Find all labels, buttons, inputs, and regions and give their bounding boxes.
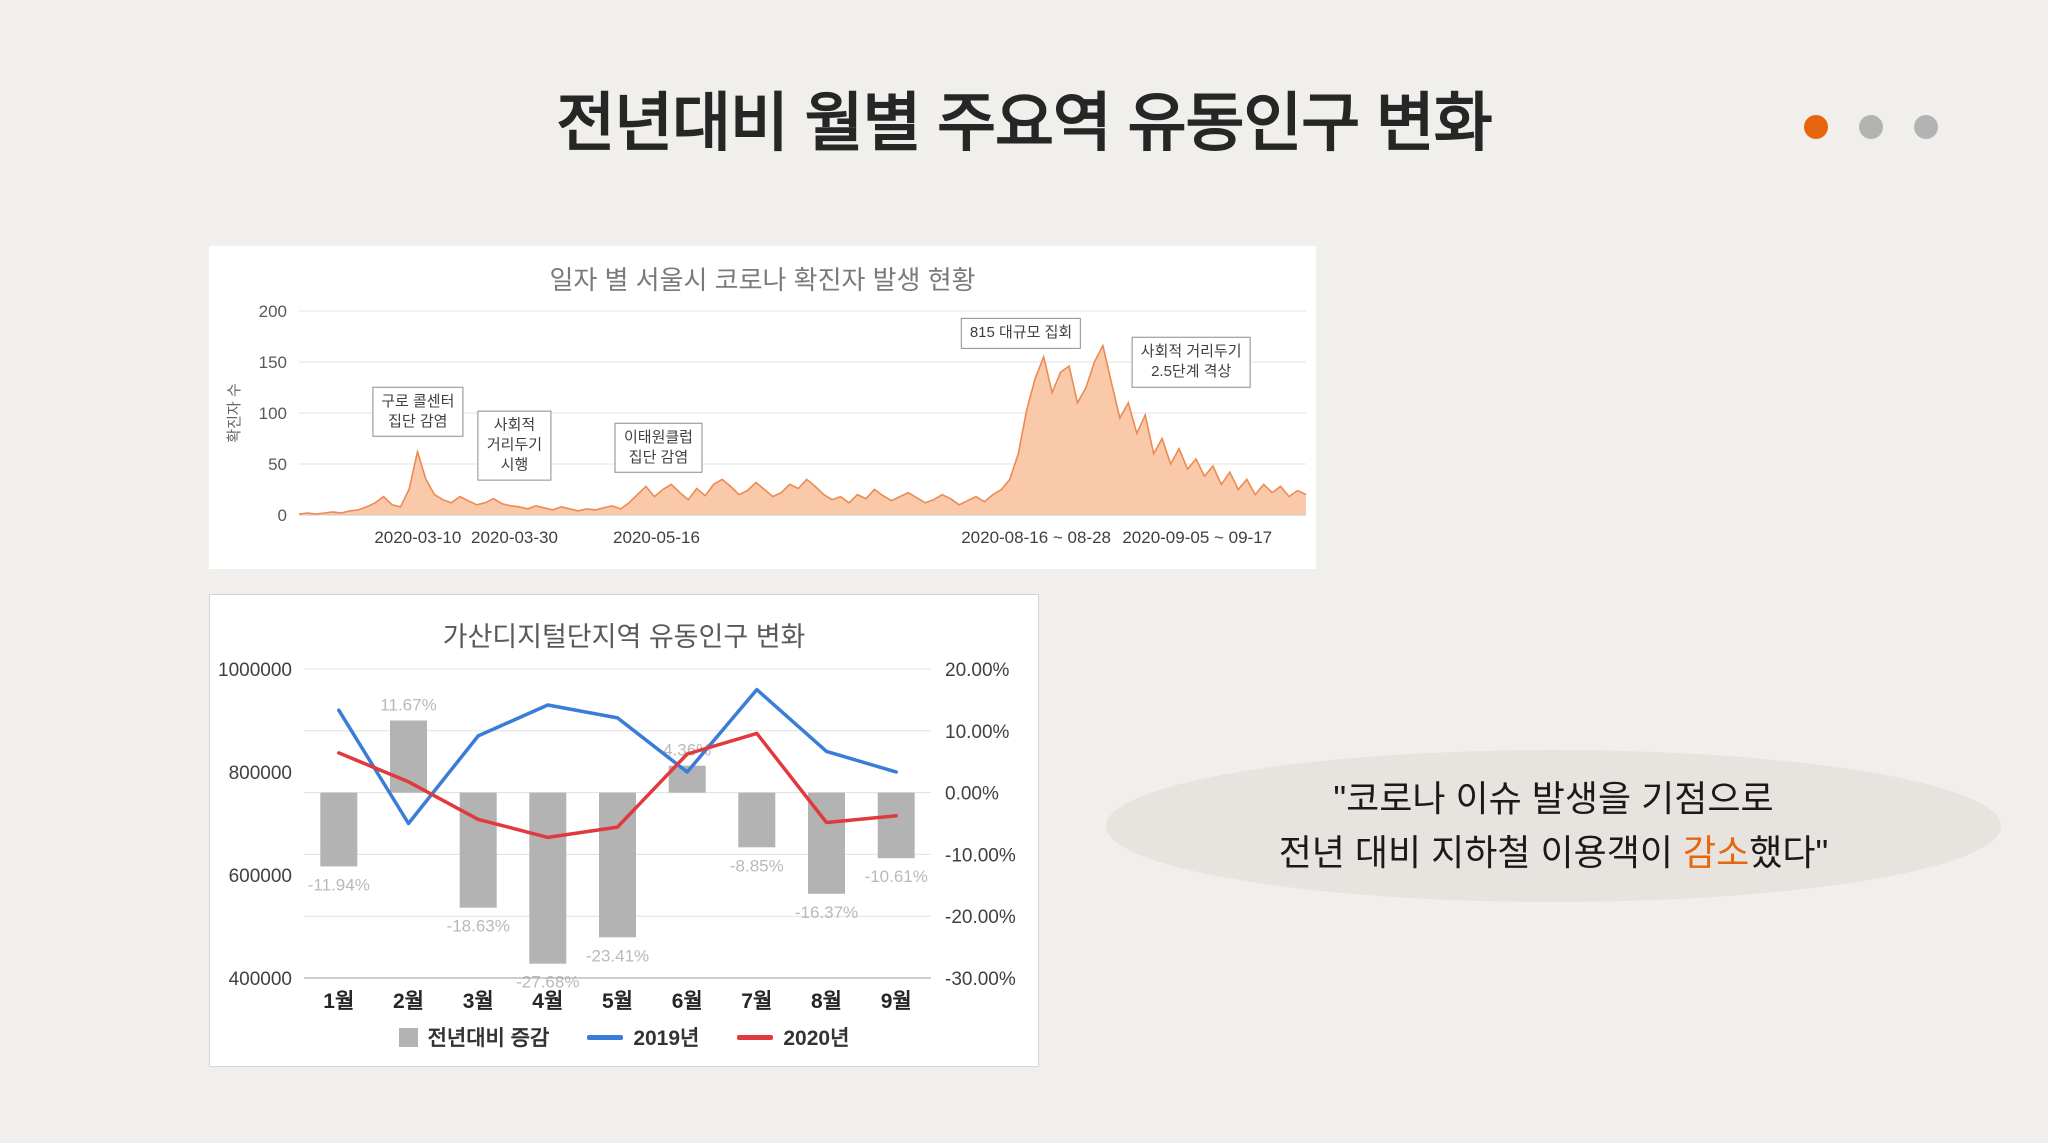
bar — [459, 792, 497, 908]
quote-line-1-text: "코로나 이슈 발생을 기점으로 — [1333, 778, 1774, 819]
right-tick-label: -30.00% — [945, 969, 1016, 990]
left-tick-label: 1000000 — [218, 660, 292, 681]
bar-value-label: 4.36% — [663, 741, 711, 760]
y-tick-label: 0 — [278, 506, 287, 525]
line-2019-swatch — [587, 1034, 624, 1040]
quote-line-1: "코로나 이슈 발생을 기점으로 — [1333, 772, 1773, 826]
covid-chart-card: 일자 별 서울시 코로나 확진자 발생 현황 확진자 수 0 50 100 150 20… — [209, 246, 1316, 569]
chart-annotation: 구로 콜센터 집단 감염 — [372, 386, 464, 438]
category-label: 9월 — [881, 990, 912, 1013]
x-tick-label: 2020-03-30 — [471, 528, 558, 547]
right-tick-label: 20.00% — [945, 660, 1010, 681]
bar-legend-swatch — [398, 1027, 418, 1047]
quote-line-2-prefix: 전년 대비 지하철 이용객이 — [1278, 832, 1684, 873]
category-label: 7월 — [741, 990, 772, 1013]
chart-legend: 전년대비 증감 2019년 2020년 — [210, 1022, 1038, 1052]
category-label: 5월 — [602, 990, 633, 1013]
line-2020-swatch — [737, 1034, 774, 1040]
covid-area-outline — [298, 343, 1307, 515]
x-tick-label: 2020-03-10 — [374, 528, 461, 547]
bar — [529, 792, 567, 964]
right-tick-label: 0.00% — [945, 784, 999, 805]
y-tick-label: 100 — [259, 404, 287, 423]
y-tick-label: 200 — [259, 302, 287, 321]
category-label: 2월 — [393, 990, 424, 1013]
slide-dot-1[interactable] — [1804, 115, 1828, 139]
quote-line-2: 전년 대비 지하철 이용객이 감소했다" — [1279, 826, 1829, 880]
quote-line-2-suffix: 했다" — [1749, 832, 1829, 873]
chart-annotation: 815 대규모 집회 — [960, 318, 1082, 349]
category-label: 6월 — [672, 990, 703, 1013]
bar-value-label: -11.94% — [308, 875, 370, 894]
chart-annotation: 이태원클럽 집단 감염 — [614, 422, 702, 473]
right-tick-label: -10.00% — [945, 845, 1016, 866]
covid-chart-title: 일자 별 서울시 코로나 확진자 발생 현황 — [549, 265, 976, 295]
legend-label-bar: 전년대비 증감 — [427, 1027, 550, 1050]
bar-value-label: -18.63% — [447, 917, 510, 936]
category-label: 1월 — [323, 990, 354, 1013]
quote-highlight: 감소 — [1683, 832, 1750, 873]
legend-item-2019: 2019년 — [587, 1022, 699, 1052]
legend-item-bar: 전년대비 증감 — [398, 1022, 550, 1052]
line-2020 — [337, 731, 898, 840]
chart-annotation: 사회적 거리두기 2.5단계 격상 — [1131, 336, 1251, 388]
bar — [738, 792, 776, 848]
left-tick-label: 600000 — [229, 866, 292, 887]
chart-annotation: 사회적 거리두기 시행 — [477, 410, 552, 481]
slide-indicator — [1804, 115, 1938, 139]
left-tick-label: 400000 — [229, 969, 292, 990]
bar-value-label: -27.68% — [516, 973, 579, 992]
y-tick-label: 50 — [268, 455, 287, 474]
population-chart-card: 가산디지털단지역 유동인구 변화 20.00% 10.00% 0.00% -10.00… — [209, 594, 1039, 1067]
population-chart-title: 가산디지털단지역 유동인구 변화 — [442, 622, 806, 652]
right-tick-label: -20.00% — [945, 907, 1016, 928]
x-tick-label: 2020-08-16 ~ 08-28 — [961, 528, 1111, 547]
bar — [320, 792, 358, 867]
bar-value-label: -23.41% — [586, 946, 649, 965]
bar-value-label: -10.61% — [865, 867, 928, 886]
slide-dot-3[interactable] — [1914, 115, 1938, 139]
slide-title: 전년대비 월별 주요역 유동인구 변화 — [556, 87, 1492, 159]
category-label: 8월 — [811, 990, 842, 1013]
legend-label-2019: 2019년 — [633, 1027, 700, 1050]
category-label: 3월 — [463, 990, 494, 1013]
slide-dot-2[interactable] — [1859, 115, 1883, 139]
y-tick-label: 150 — [259, 353, 287, 372]
right-tick-label: 10.00% — [945, 722, 1010, 743]
quote-bubble: "코로나 이슈 발생을 기점으로 전년 대비 지하철 이용객이 감소했다" — [1106, 750, 2001, 902]
covid-area-chart: 0 50 100 150 200 2020-03-10 2020-03-30 2020-05-… — [259, 302, 1307, 547]
x-tick-label: 2020-09-05 ~ 09-17 — [1122, 528, 1272, 547]
bar — [599, 792, 636, 938]
category-label: 4월 — [532, 990, 563, 1013]
legend-label-2020: 2020년 — [783, 1027, 850, 1050]
left-tick-label: 800000 — [229, 763, 292, 784]
legend-item-2020: 2020년 — [737, 1022, 849, 1052]
population-combo-chart: 20.00% 10.00% 0.00% -10.00% -20.00% -30.00% 10… — [218, 660, 1016, 1013]
x-tick-label: 2020-05-16 — [613, 528, 700, 547]
bar-value-label: -16.37% — [795, 903, 858, 922]
bar-value-label: -8.85% — [730, 856, 784, 875]
bar — [877, 792, 915, 859]
bar-value-label: 11.67% — [380, 696, 436, 715]
